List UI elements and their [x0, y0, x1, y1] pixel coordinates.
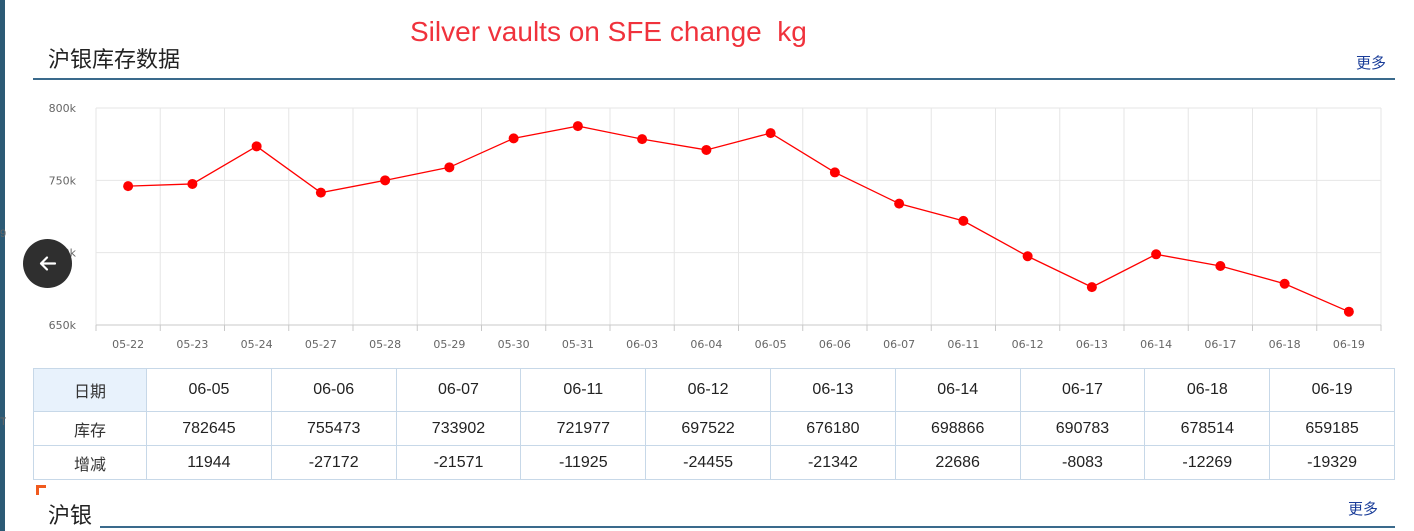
- x-tick-label: 05-24: [241, 338, 273, 351]
- date-cell: 06-19: [1269, 368, 1395, 412]
- section-corner-mark: [36, 485, 46, 495]
- chart-points: [123, 121, 1354, 317]
- x-tick-label: 06-14: [1140, 338, 1172, 351]
- x-tick-label: 06-07: [883, 338, 915, 351]
- x-tick-label: 06-06: [819, 338, 851, 351]
- date-cell: 06-12: [645, 368, 771, 412]
- stock-cell: 690783: [1019, 411, 1146, 446]
- change-cell: -19329: [1269, 445, 1395, 480]
- x-tick-label: 05-27: [305, 338, 337, 351]
- section-title-bottom: 沪银: [48, 503, 93, 528]
- table-row-dates: 日期 06-05 06-06 06-07 06-11 06-12 06-13 06-14 06…: [33, 368, 1395, 412]
- change-cell: -12269: [1144, 445, 1271, 480]
- date-cell: 06-11: [520, 368, 647, 412]
- row-label-change: 增减: [33, 445, 147, 480]
- change-cell: 11944: [146, 445, 272, 480]
- more-link-bottom[interactable]: 更多: [1348, 501, 1379, 518]
- change-cell: -21342: [769, 445, 896, 480]
- change-cell: -8083: [1019, 445, 1146, 480]
- stock-cell: 698866: [894, 411, 1021, 446]
- x-tick-label: 06-19: [1333, 338, 1365, 351]
- data-point: [637, 134, 648, 145]
- x-tick-label: 05-29: [433, 338, 465, 351]
- x-tick-label: 06-13: [1076, 338, 1108, 351]
- change-cell: -27172: [270, 445, 397, 480]
- table-row-stock: 库存 782645 755473 733902 721977 697522 676180 6…: [33, 411, 1395, 446]
- data-point: [894, 198, 905, 209]
- edge-text: 9: [0, 228, 6, 240]
- change-cell: -21571: [395, 445, 522, 480]
- stock-cell: 659185: [1269, 411, 1395, 446]
- date-cell: 06-17: [1019, 368, 1146, 412]
- stock-cell: 697522: [645, 411, 771, 446]
- data-point: [765, 128, 776, 139]
- series-line: [128, 125, 1350, 313]
- data-point: [251, 141, 262, 152]
- data-point: [1086, 282, 1097, 293]
- chart-grid: [95, 107, 1382, 326]
- data-point: [187, 178, 198, 189]
- y-tick-label: 750k: [49, 174, 77, 187]
- x-tick-label: 06-11: [947, 338, 979, 351]
- x-tick-label: 06-18: [1269, 338, 1301, 351]
- date-cell: 06-14: [894, 368, 1021, 412]
- data-point: [380, 175, 391, 186]
- section-title: 沪银库存数据: [48, 47, 181, 72]
- data-point: [508, 133, 519, 144]
- more-link[interactable]: 更多: [1356, 55, 1387, 72]
- data-point: [315, 187, 326, 198]
- date-cell: 06-18: [1144, 368, 1271, 412]
- chart-axes: 800k750k700k650k05-2205-2305-2405-2705-2…: [49, 102, 1382, 351]
- x-tick-label: 05-30: [498, 338, 530, 351]
- data-point: [958, 215, 969, 226]
- date-cell: 06-07: [395, 368, 522, 412]
- stock-cell: 678514: [1144, 411, 1271, 446]
- data-point: [701, 144, 712, 155]
- y-tick-label: 650k: [49, 319, 77, 332]
- data-point: [572, 121, 583, 132]
- silver-stock-chart: 800k750k700k650k05-2205-2305-2405-2705-2…: [49, 102, 1382, 351]
- x-tick-label: 06-17: [1204, 338, 1236, 351]
- arrow-left-icon: [39, 256, 57, 271]
- x-tick-label: 05-22: [112, 338, 144, 351]
- table-row-change: 增减 11944 -27172 -21571 -11925 -24455 -21342 22…: [33, 445, 1395, 480]
- x-tick-label: 06-05: [755, 338, 787, 351]
- chart-annotation: Silver vaults on SFE change kg: [410, 16, 807, 47]
- stock-cell: 733902: [395, 411, 522, 446]
- y-tick-label: 800k: [49, 102, 77, 115]
- stock-cell: 782645: [146, 411, 272, 446]
- data-point: [1215, 261, 1226, 272]
- back-button[interactable]: [23, 239, 72, 288]
- change-cell: 22686: [894, 445, 1021, 480]
- stock-cell: 755473: [270, 411, 397, 446]
- stock-cell: 721977: [520, 411, 647, 446]
- stock-table: 日期 06-05 06-06 06-07 06-11 06-12 06-13 06-14 06…: [33, 368, 1395, 480]
- data-point: [1279, 278, 1290, 289]
- row-label-dates: 日期: [33, 368, 147, 412]
- x-tick-label: 05-28: [369, 338, 401, 351]
- change-cell: -24455: [645, 445, 771, 480]
- date-cell: 06-13: [769, 368, 896, 412]
- data-point: [1343, 306, 1354, 317]
- stock-cell: 676180: [769, 411, 896, 446]
- x-tick-label: 05-23: [176, 338, 208, 351]
- row-label-stock: 库存: [33, 411, 147, 446]
- data-point: [444, 162, 455, 173]
- data-point: [1022, 251, 1033, 262]
- x-tick-label: 06-03: [626, 338, 658, 351]
- date-cell: 06-05: [146, 368, 272, 412]
- date-cell: 06-06: [270, 368, 397, 412]
- change-cell: -11925: [520, 445, 647, 480]
- section-divider: [33, 78, 1395, 80]
- edge-text: T: [0, 416, 6, 428]
- section-divider-bottom: [100, 526, 1395, 528]
- data-point: [1151, 249, 1162, 260]
- left-edge-strip: [0, 0, 5, 531]
- data-point: [829, 167, 840, 178]
- x-tick-label: 06-04: [690, 338, 722, 351]
- x-tick-label: 06-12: [1012, 338, 1044, 351]
- x-tick-label: 05-31: [562, 338, 594, 351]
- data-point: [123, 181, 134, 192]
